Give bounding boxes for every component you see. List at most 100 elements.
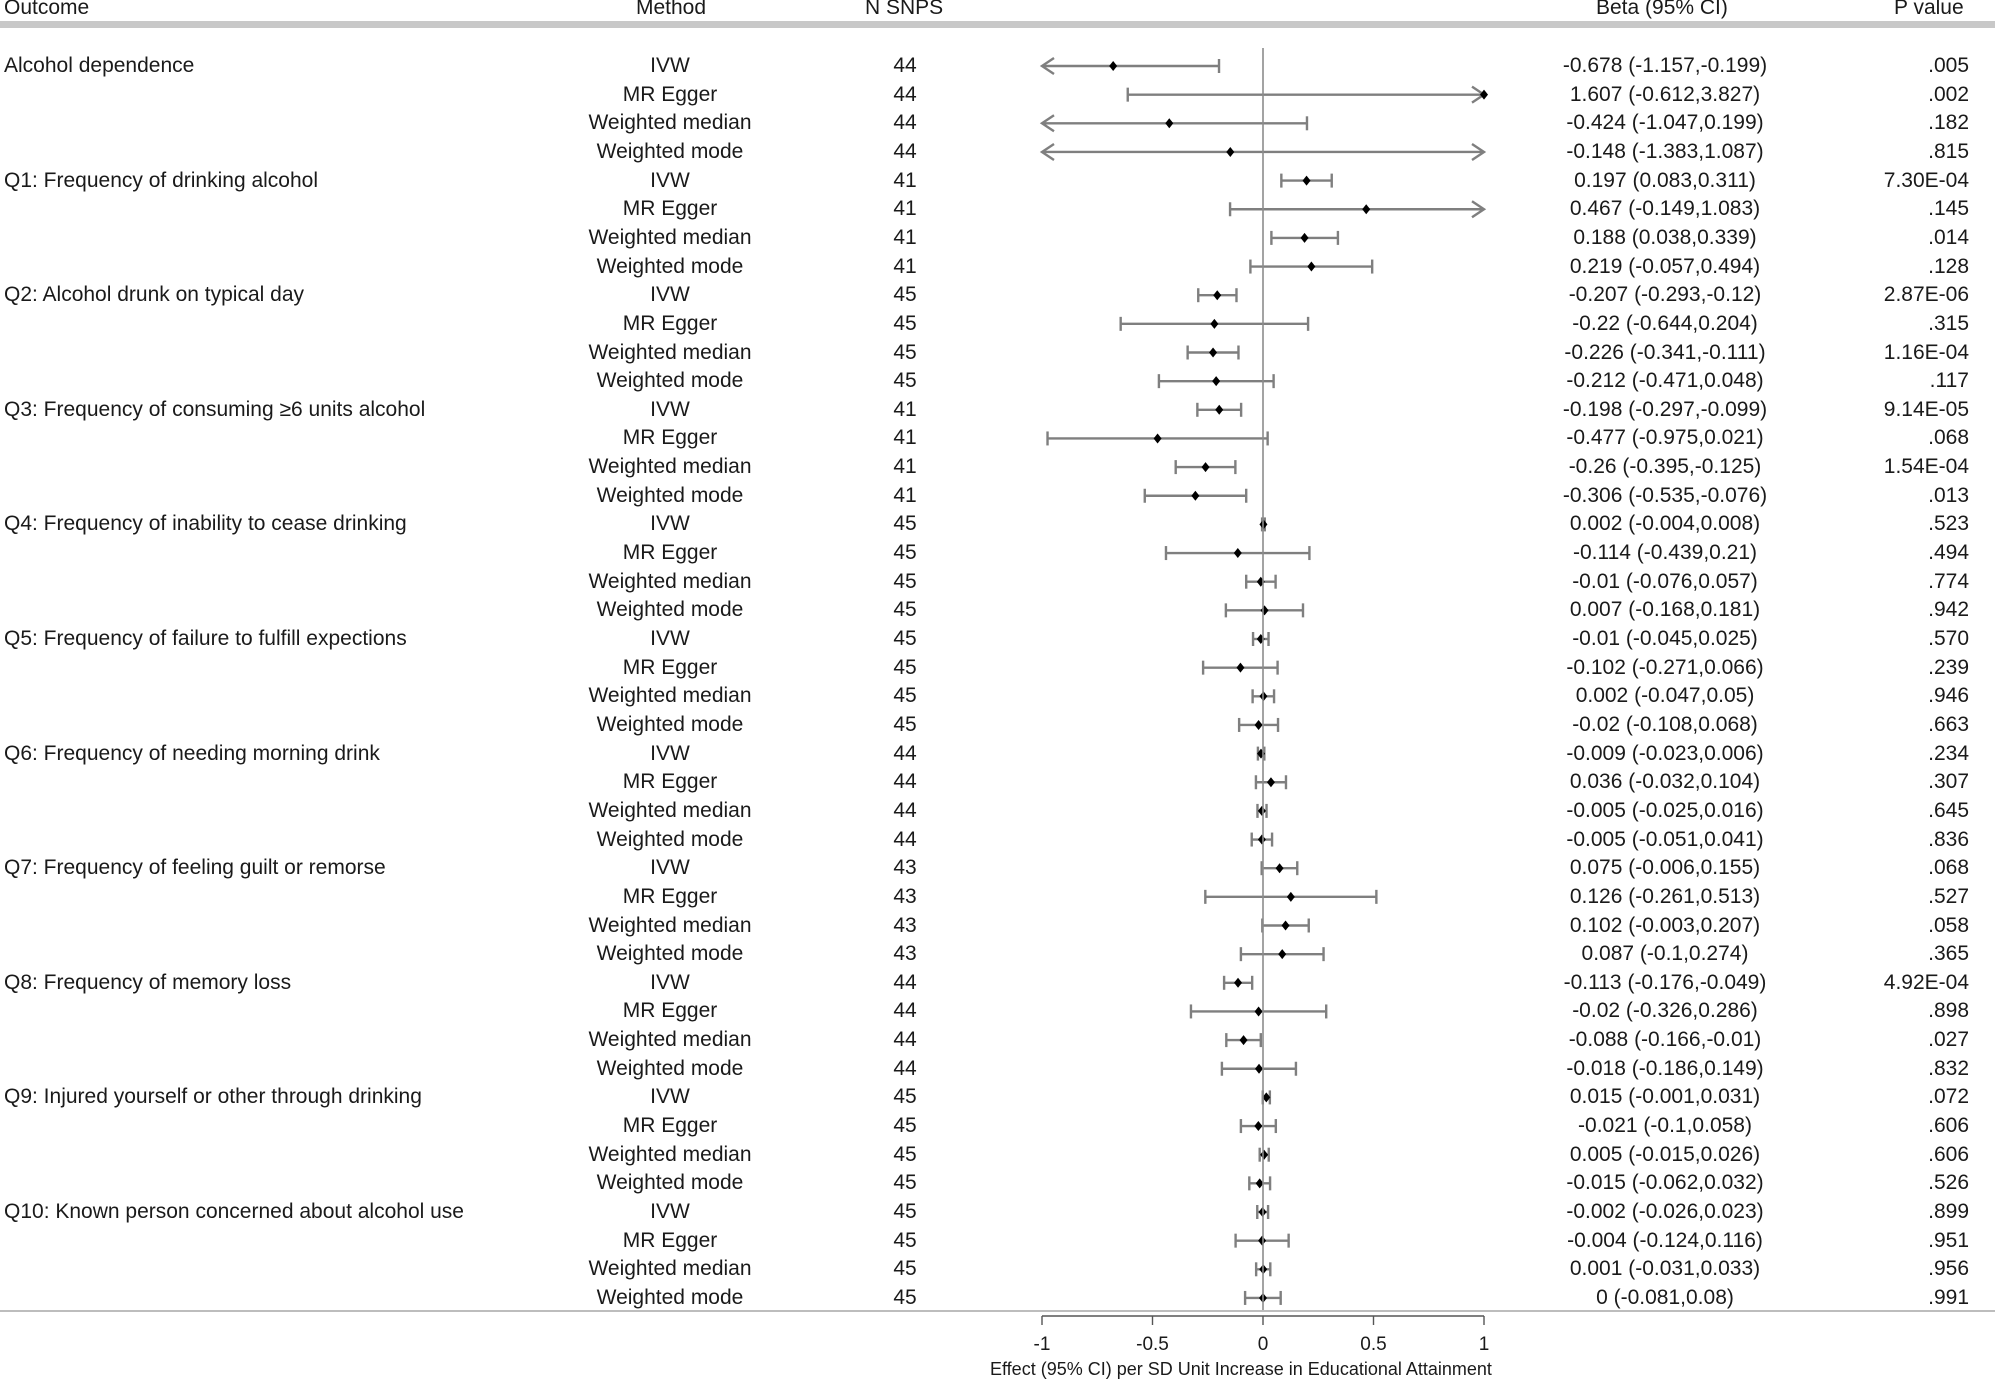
p-value: .365 bbox=[1928, 942, 1969, 966]
n-snps-value: 45 bbox=[893, 1085, 917, 1109]
x-tick-label: 0 bbox=[1258, 1334, 1269, 1355]
p-value: .315 bbox=[1928, 311, 1969, 335]
n-snps-value: 45 bbox=[893, 1200, 917, 1223]
n-snps-value: 45 bbox=[893, 1142, 917, 1166]
n-snps-value: 43 bbox=[893, 884, 917, 908]
beta-ci-label: 0.001 (-0.031,0.033) bbox=[1569, 1257, 1761, 1281]
beta-ci-label: -0.477 (-0.975,0.021) bbox=[1566, 426, 1764, 450]
n-snps-value: 41 bbox=[893, 397, 917, 421]
n-snps-value: 41 bbox=[893, 483, 917, 507]
beta-ci-label: -0.015 (-0.062,0.032) bbox=[1566, 1171, 1764, 1195]
point-estimate bbox=[1191, 490, 1200, 501]
beta-ci-label: -0.005 (-0.025,0.016) bbox=[1566, 798, 1764, 822]
p-value: .002 bbox=[1928, 82, 1969, 106]
method-label: IVW bbox=[650, 54, 690, 77]
n-snps-value: 45 bbox=[893, 512, 917, 536]
beta-ci-label: -0.02 (-0.326,0.286) bbox=[1572, 999, 1758, 1023]
point-estimate bbox=[1254, 1121, 1263, 1132]
n-snps-value: 45 bbox=[893, 369, 917, 393]
point-estimate bbox=[1236, 662, 1245, 673]
header-outcome: Outcome bbox=[4, 0, 90, 19]
outcome-label: Q5: Frequency of failure to fulfill expe… bbox=[4, 627, 407, 650]
beta-ci-label: 0.087 (-0.1,0.274) bbox=[1581, 942, 1749, 966]
beta-ci-label: 0.467 (-0.149,1.083) bbox=[1569, 197, 1761, 221]
method-label: IVW bbox=[650, 512, 690, 536]
beta-ci-label: -0.02 (-0.108,0.068) bbox=[1572, 712, 1758, 736]
method-label: Weighted median bbox=[588, 340, 752, 364]
n-snps-value: 44 bbox=[893, 1056, 917, 1080]
n-snps-value: 45 bbox=[893, 712, 917, 736]
p-value: .526 bbox=[1928, 1171, 1969, 1195]
beta-ci-label: 1.607 (-0.612,3.827) bbox=[1569, 82, 1761, 106]
n-snps-value: 44 bbox=[893, 111, 917, 135]
point-estimate bbox=[1210, 318, 1219, 329]
point-estimate bbox=[1257, 805, 1266, 816]
n-snps-value: 45 bbox=[893, 1285, 917, 1309]
ci-arrow-right bbox=[1471, 200, 1487, 219]
point-estimate bbox=[1307, 261, 1316, 272]
method-label: Weighted mode bbox=[596, 369, 744, 393]
p-value: .645 bbox=[1928, 798, 1969, 822]
beta-ci-label: 0.002 (-0.004,0.008) bbox=[1569, 512, 1761, 536]
point-estimate bbox=[1254, 719, 1263, 730]
outcome-label: Q6: Frequency of needing morning drink bbox=[4, 741, 380, 765]
p-value: .942 bbox=[1928, 598, 1969, 622]
method-label: MR Egger bbox=[622, 541, 718, 565]
beta-ci-label: -0.018 (-0.186,0.149) bbox=[1566, 1056, 1764, 1080]
ci-arrow-left bbox=[1039, 57, 1055, 75]
p-value: .307 bbox=[1928, 770, 1969, 794]
x-axis-title: Effect (95% CI) per SD Unit Increase in … bbox=[990, 1359, 1492, 1379]
beta-ci-label: -0.207 (-0.293,-0.12) bbox=[1568, 283, 1762, 307]
method-label: IVW bbox=[650, 397, 690, 421]
beta-ci-label: -0.678 (-1.157,-0.199) bbox=[1562, 54, 1768, 77]
method-label: Weighted mode bbox=[596, 483, 744, 507]
point-estimate bbox=[1226, 146, 1235, 157]
n-snps-value: 45 bbox=[893, 569, 917, 593]
method-label: Weighted median bbox=[588, 1257, 752, 1281]
p-value: .899 bbox=[1928, 1200, 1969, 1223]
method-label: IVW bbox=[650, 627, 690, 650]
method-label: Weighted median bbox=[588, 1028, 752, 1052]
outcome-label: Q10: Known person concerned about alcoho… bbox=[4, 1200, 464, 1223]
n-snps-value: 45 bbox=[893, 598, 917, 622]
point-estimate bbox=[1278, 949, 1287, 960]
n-snps-value: 43 bbox=[893, 856, 917, 880]
point-estimate bbox=[1255, 1178, 1264, 1189]
header-beta: Beta (95% CI) bbox=[1596, 0, 1728, 19]
point-estimate bbox=[1201, 462, 1210, 473]
beta-ci-label: -0.226 (-0.341,-0.111) bbox=[1564, 340, 1766, 364]
n-snps-value: 41 bbox=[893, 455, 917, 479]
beta-ci-label: 0.075 (-0.006,0.155) bbox=[1569, 856, 1761, 880]
n-snps-value: 41 bbox=[893, 168, 917, 192]
method-label: IVW bbox=[650, 970, 690, 994]
outcome-label: Q2: Alcohol drunk on typical day bbox=[4, 283, 305, 307]
method-label: Weighted median bbox=[588, 111, 752, 135]
beta-ci-label: -0.424 (-1.047,0.199) bbox=[1566, 111, 1764, 135]
beta-ci-label: -0.113 (-0.176,-0.049) bbox=[1563, 970, 1767, 994]
point-estimate bbox=[1254, 1006, 1263, 1017]
method-label: IVW bbox=[650, 856, 690, 880]
p-value: .145 bbox=[1928, 197, 1969, 221]
point-estimate bbox=[1257, 834, 1266, 845]
p-value: 1.54E-04 bbox=[1883, 455, 1969, 479]
ci-arrow-left bbox=[1039, 114, 1055, 133]
n-snps-value: 43 bbox=[893, 913, 917, 937]
n-snps-value: 44 bbox=[893, 741, 917, 765]
p-value: .234 bbox=[1928, 741, 1969, 765]
beta-ci-label: -0.306 (-0.535,-0.076) bbox=[1562, 483, 1768, 507]
point-estimate bbox=[1212, 376, 1221, 387]
p-value: .991 bbox=[1928, 1285, 1969, 1309]
beta-ci-label: 0.036 (-0.032,0.104) bbox=[1569, 770, 1761, 794]
outcome-label: Q4: Frequency of inability to cease drin… bbox=[4, 512, 407, 536]
beta-ci-label: 0.219 (-0.057,0.494) bbox=[1569, 254, 1761, 278]
p-value: .117 bbox=[1929, 369, 1969, 393]
n-snps-value: 45 bbox=[893, 1257, 917, 1281]
point-estimate bbox=[1362, 204, 1371, 215]
p-value: .128 bbox=[1928, 254, 1969, 278]
point-estimate bbox=[1275, 863, 1284, 874]
n-snps-value: 41 bbox=[893, 254, 917, 278]
method-label: Weighted mode bbox=[596, 942, 744, 966]
beta-ci-label: -0.198 (-0.297,-0.099) bbox=[1562, 397, 1768, 421]
beta-ci-label: -0.22 (-0.644,0.204) bbox=[1572, 311, 1758, 335]
p-value: .027 bbox=[1928, 1028, 1969, 1052]
